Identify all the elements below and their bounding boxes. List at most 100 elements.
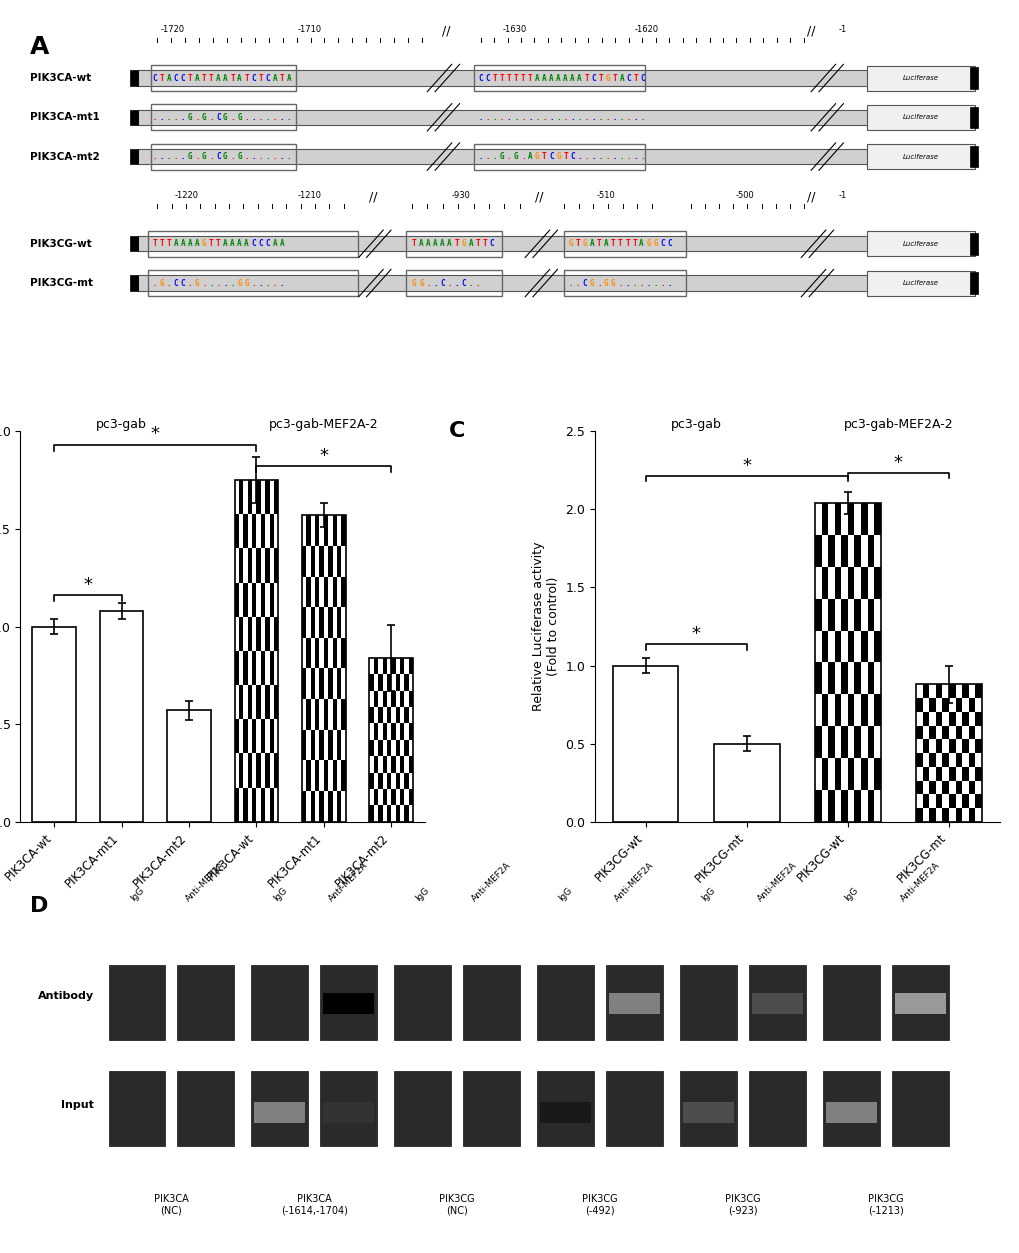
Bar xyxy=(252,965,308,1040)
Text: .: . xyxy=(492,113,497,122)
Text: .: . xyxy=(173,152,178,162)
Bar xyxy=(234,480,278,822)
Bar xyxy=(336,546,341,576)
Bar xyxy=(814,599,820,630)
Text: C: C xyxy=(265,239,270,248)
Text: A: A xyxy=(440,239,444,248)
Text: A: A xyxy=(589,239,594,248)
Bar xyxy=(341,638,345,669)
Text: .: . xyxy=(153,113,157,122)
Bar xyxy=(822,965,879,1040)
Bar xyxy=(974,684,981,698)
Text: T: T xyxy=(612,74,616,83)
Bar xyxy=(915,725,922,739)
Text: Luciferase: Luciferase xyxy=(903,241,938,247)
Text: T: T xyxy=(596,239,601,248)
Text: -1720: -1720 xyxy=(160,25,184,34)
Bar xyxy=(955,808,961,822)
Text: .: . xyxy=(485,152,490,162)
Bar xyxy=(234,788,238,822)
Bar xyxy=(373,789,378,806)
Text: .: . xyxy=(659,278,664,288)
Bar xyxy=(238,685,244,719)
Text: A: A xyxy=(468,239,473,248)
Bar xyxy=(328,669,332,699)
Bar xyxy=(820,694,827,727)
Bar xyxy=(564,231,686,257)
Text: T: T xyxy=(562,152,568,162)
Text: A: A xyxy=(223,74,227,83)
Bar xyxy=(319,791,324,822)
Text: .: . xyxy=(478,113,483,122)
Bar xyxy=(827,789,834,822)
Text: PIK3CA
(NC): PIK3CA (NC) xyxy=(154,1194,189,1215)
Text: C: C xyxy=(478,74,483,83)
Bar xyxy=(928,698,935,712)
Bar xyxy=(234,583,238,616)
Bar xyxy=(915,753,922,767)
Text: Anti-MEF2A: Anti-MEF2A xyxy=(612,861,655,903)
Bar xyxy=(974,712,981,725)
Text: .: . xyxy=(272,152,277,162)
Text: Anti-MEF2A: Anti-MEF2A xyxy=(898,861,941,903)
Bar xyxy=(252,719,256,753)
Text: T: T xyxy=(618,239,623,248)
Text: T: T xyxy=(209,74,213,83)
Bar xyxy=(332,638,336,669)
Bar xyxy=(820,758,827,789)
Bar xyxy=(948,712,955,725)
Bar xyxy=(395,773,399,789)
Bar xyxy=(751,992,802,1014)
Text: .: . xyxy=(478,152,483,162)
Text: .: . xyxy=(639,278,643,288)
Text: .: . xyxy=(265,152,270,162)
Bar xyxy=(942,753,948,767)
Bar xyxy=(948,739,955,753)
Text: T: T xyxy=(187,74,193,83)
Bar xyxy=(942,808,948,822)
Bar xyxy=(315,638,319,669)
Text: G: G xyxy=(223,152,227,162)
Text: .: . xyxy=(506,152,511,162)
Text: .: . xyxy=(244,152,249,162)
Text: Luciferase: Luciferase xyxy=(903,154,938,159)
Bar xyxy=(748,1071,805,1146)
Text: A: A xyxy=(223,239,227,248)
Bar xyxy=(328,791,332,822)
Text: .: . xyxy=(258,113,263,122)
Bar xyxy=(306,638,311,669)
Text: T: T xyxy=(153,239,157,248)
Text: .: . xyxy=(632,278,636,288)
Bar xyxy=(269,719,274,753)
Text: PIK3CA-wt: PIK3CA-wt xyxy=(31,73,92,83)
Text: .: . xyxy=(180,113,185,122)
Text: C: C xyxy=(440,278,444,288)
Text: A: A xyxy=(535,74,539,83)
Text: T: T xyxy=(160,239,164,248)
Bar xyxy=(248,549,252,583)
Text: G: G xyxy=(605,74,609,83)
Bar xyxy=(382,690,386,707)
Bar xyxy=(328,546,332,576)
Bar xyxy=(306,576,311,608)
Bar xyxy=(33,626,76,822)
Bar xyxy=(847,758,854,789)
FancyBboxPatch shape xyxy=(130,276,138,291)
Text: .: . xyxy=(485,113,490,122)
Bar xyxy=(748,965,805,1040)
Text: C: C xyxy=(659,239,664,248)
Bar xyxy=(814,789,820,822)
Bar xyxy=(261,514,265,549)
Bar xyxy=(391,789,395,806)
Bar xyxy=(252,514,256,549)
Text: .: . xyxy=(166,278,171,288)
Bar xyxy=(265,616,269,650)
Bar xyxy=(261,788,265,822)
Bar xyxy=(248,616,252,650)
Bar xyxy=(341,761,345,791)
Bar xyxy=(974,739,981,753)
Bar xyxy=(942,725,948,739)
Bar xyxy=(922,794,928,808)
Text: .: . xyxy=(646,278,650,288)
Bar xyxy=(302,669,306,699)
